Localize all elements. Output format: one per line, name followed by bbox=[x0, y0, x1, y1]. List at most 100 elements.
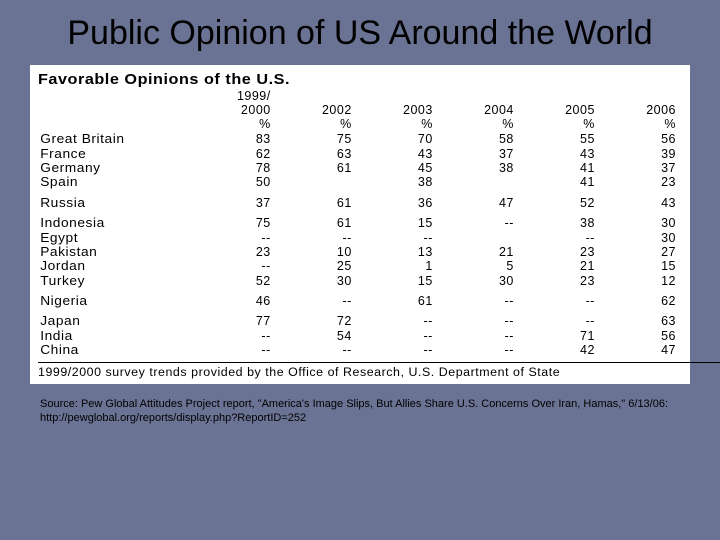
value-cell: 38 bbox=[358, 175, 439, 189]
value-cell: 41 bbox=[520, 175, 601, 189]
year-cell bbox=[358, 90, 439, 104]
country-cell: Indonesia bbox=[38, 210, 203, 230]
value-cell: 55 bbox=[520, 132, 601, 146]
year-cell: 2006 bbox=[601, 104, 682, 118]
value-cell: -- bbox=[520, 231, 601, 245]
value-cell: 56 bbox=[601, 329, 682, 343]
value-cell: 23 bbox=[601, 175, 682, 189]
value-cell: 41 bbox=[520, 161, 601, 175]
country-cell: Pakistan bbox=[38, 245, 203, 259]
value-cell: 21 bbox=[439, 245, 520, 259]
value-cell: 30 bbox=[601, 210, 682, 230]
table-row: Japan7772------63 bbox=[38, 308, 682, 328]
year-cell bbox=[277, 90, 358, 104]
value-cell: 56 bbox=[601, 132, 682, 146]
value-cell: 21 bbox=[520, 259, 601, 273]
table-row: Great Britain837570585556 bbox=[38, 132, 682, 146]
value-cell: 61 bbox=[277, 210, 358, 230]
country-cell: China bbox=[38, 343, 203, 357]
table-row: Nigeria46--61----62 bbox=[38, 288, 682, 308]
value-cell: 13 bbox=[358, 245, 439, 259]
slide-title: Public Opinion of US Around the World bbox=[0, 0, 720, 59]
value-cell: 23 bbox=[520, 245, 601, 259]
value-cell: -- bbox=[358, 231, 439, 245]
country-cell: Russia bbox=[38, 190, 203, 210]
value-cell: 37 bbox=[439, 147, 520, 161]
value-cell: 30 bbox=[277, 274, 358, 288]
value-cell: 1 bbox=[358, 259, 439, 273]
value-cell bbox=[277, 175, 358, 189]
value-cell: 43 bbox=[601, 190, 682, 210]
year-cell: 2002 bbox=[277, 104, 358, 118]
table-row: Egypt--------30 bbox=[38, 231, 682, 245]
value-cell: 10 bbox=[277, 245, 358, 259]
country-cell: Japan bbox=[38, 308, 203, 328]
country-cell: Spain bbox=[38, 175, 203, 189]
value-cell: 61 bbox=[277, 190, 358, 210]
table-panel: Favorable Opinions of the U.S. 1999/ 200… bbox=[30, 65, 690, 384]
header-row-year: 2000 2002 2003 2004 2005 2006 bbox=[38, 104, 682, 118]
value-cell: -- bbox=[439, 288, 520, 308]
country-cell: Egypt bbox=[38, 231, 203, 245]
value-cell: -- bbox=[277, 288, 358, 308]
data-table: 1999/ 2000 2002 2003 2004 2005 2006 bbox=[38, 90, 682, 358]
table-title: Favorable Opinions of the U.S. bbox=[38, 71, 720, 88]
table-row: China--------4247 bbox=[38, 343, 682, 357]
value-cell: 54 bbox=[277, 329, 358, 343]
country-cell: Jordan bbox=[38, 259, 203, 273]
table-row: Spain50384123 bbox=[38, 175, 682, 189]
value-cell: 37 bbox=[601, 161, 682, 175]
value-cell: 27 bbox=[601, 245, 682, 259]
year-cell bbox=[439, 90, 520, 104]
value-cell: 23 bbox=[520, 274, 601, 288]
value-cell: 36 bbox=[358, 190, 439, 210]
value-cell: -- bbox=[358, 308, 439, 328]
pct-cell: % bbox=[439, 118, 520, 133]
year-cell bbox=[601, 90, 682, 104]
value-cell: 5 bbox=[439, 259, 520, 273]
value-cell: -- bbox=[439, 308, 520, 328]
header-row-pct: % % % % % % bbox=[38, 118, 682, 133]
value-cell: 63 bbox=[277, 147, 358, 161]
table-row: Pakistan231013212327 bbox=[38, 245, 682, 259]
value-cell bbox=[439, 175, 520, 189]
value-cell: -- bbox=[520, 288, 601, 308]
table-row: Jordan--25152115 bbox=[38, 259, 682, 273]
value-cell: 15 bbox=[358, 274, 439, 288]
header-row-year-top: 1999/ bbox=[38, 90, 682, 104]
country-cell: India bbox=[38, 329, 203, 343]
table-row: Turkey523015302312 bbox=[38, 274, 682, 288]
value-cell: -- bbox=[439, 329, 520, 343]
value-cell: 45 bbox=[358, 161, 439, 175]
value-cell: 42 bbox=[520, 343, 601, 357]
year-cell: 2004 bbox=[439, 104, 520, 118]
value-cell: -- bbox=[358, 343, 439, 357]
value-cell: -- bbox=[358, 329, 439, 343]
value-cell: 58 bbox=[439, 132, 520, 146]
country-cell: Great Britain bbox=[38, 132, 203, 146]
table-row: India--54----7156 bbox=[38, 329, 682, 343]
source-citation: Source: Pew Global Attitudes Project rep… bbox=[0, 384, 720, 426]
value-cell: -- bbox=[439, 343, 520, 357]
slide: Public Opinion of US Around the World Fa… bbox=[0, 0, 720, 540]
value-cell: 72 bbox=[277, 308, 358, 328]
table-row: Indonesia756115--3830 bbox=[38, 210, 682, 230]
value-cell: 75 bbox=[277, 132, 358, 146]
value-cell: 39 bbox=[601, 147, 682, 161]
country-cell: Turkey bbox=[38, 274, 203, 288]
value-cell: 30 bbox=[439, 274, 520, 288]
value-cell: 43 bbox=[358, 147, 439, 161]
value-cell: 38 bbox=[520, 210, 601, 230]
table-row: Germany786145384137 bbox=[38, 161, 682, 175]
value-cell: 15 bbox=[358, 210, 439, 230]
value-cell: 38 bbox=[439, 161, 520, 175]
pct-cell: % bbox=[520, 118, 601, 133]
country-cell: Nigeria bbox=[38, 288, 203, 308]
value-cell: 61 bbox=[358, 288, 439, 308]
value-cell: 71 bbox=[520, 329, 601, 343]
value-cell: 43 bbox=[520, 147, 601, 161]
pct-cell: % bbox=[358, 118, 439, 133]
value-cell: 70 bbox=[358, 132, 439, 146]
country-cell: Germany bbox=[38, 161, 203, 175]
value-cell: 52 bbox=[520, 190, 601, 210]
